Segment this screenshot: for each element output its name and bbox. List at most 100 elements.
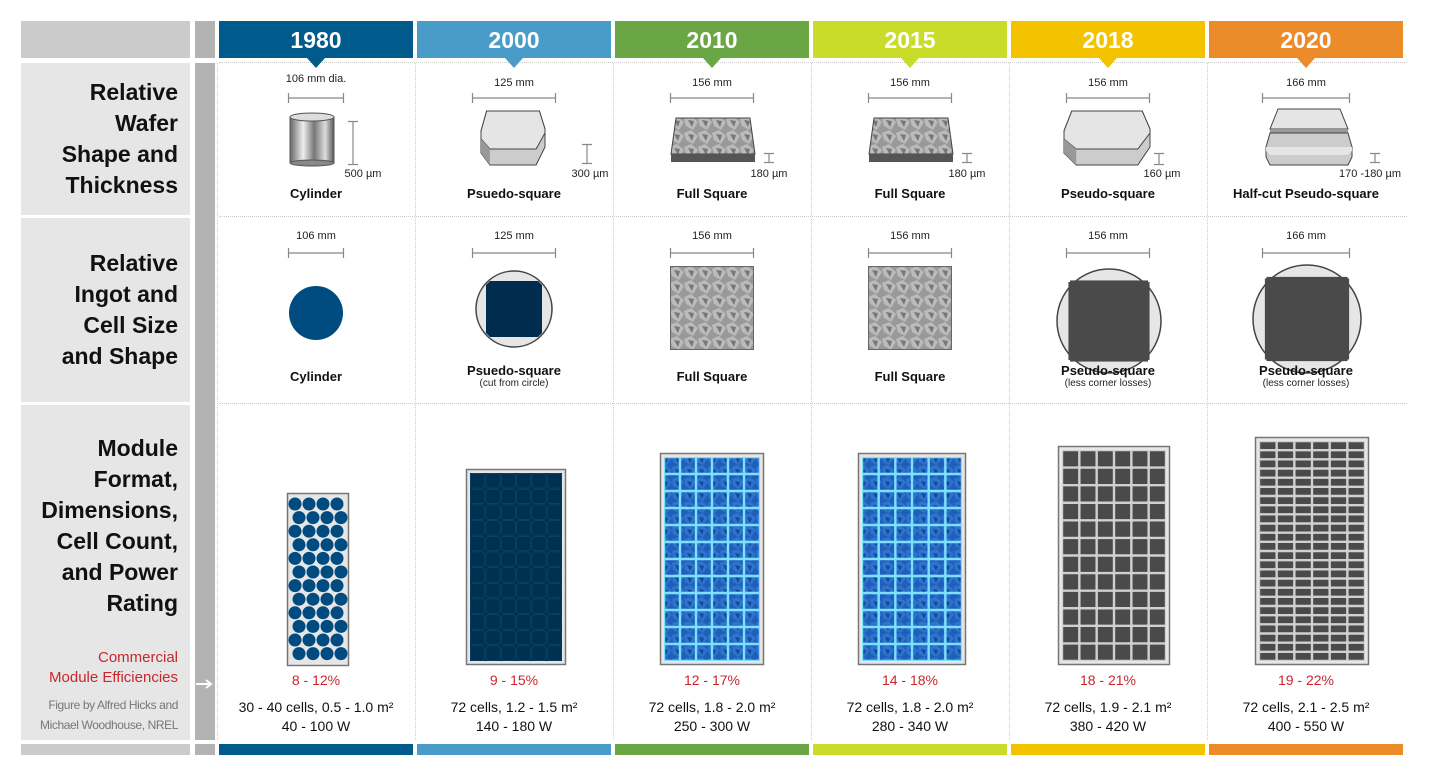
row-label-ingot: Relative Ingot and Cell Size and Shape [21, 218, 190, 402]
thickness-marker [962, 152, 972, 164]
square-cell-in-circle-icon [1252, 264, 1362, 374]
solar-module-icon [857, 452, 967, 666]
row-title-line: Relative [89, 250, 178, 276]
thickness-label: 170 -180 µm [1339, 168, 1401, 180]
efficiency-value: 19 - 22% [1277, 672, 1335, 688]
thickness-marker [1370, 152, 1380, 164]
ingot-shape-sublabel: (less corner losses) [1064, 378, 1152, 389]
module-specs: 72 cells, 1.8 - 2.0 m² 280 - 340 W [813, 698, 1007, 736]
efficiency-value: 18 - 21% [1079, 672, 1137, 688]
thickness-marker [348, 120, 358, 166]
row-title-line: Cell Size [83, 312, 178, 338]
footer-corner [21, 744, 190, 755]
solar-module-icon [286, 492, 350, 667]
ingot-shape-sublabel: (cut from circle) [479, 378, 549, 389]
ingot-shape-label: Psuedo-square [467, 363, 561, 378]
footer-strip [195, 744, 215, 755]
thickness-marker [764, 152, 774, 164]
column-divider [1009, 63, 1010, 740]
year-header-2015: 2015 [813, 21, 1007, 58]
footer-color-bar [813, 744, 1007, 755]
thickness-label: 300 µm [571, 168, 609, 180]
dimension-line [1065, 93, 1151, 103]
footer-color-bar [417, 744, 611, 755]
ingot-width-label: 166 mm [1286, 230, 1326, 242]
pseudo-square-wafer-icon [1063, 110, 1151, 166]
thickness-label: 160 µm [1143, 168, 1181, 180]
module-specs: 30 - 40 cells, 0.5 - 1.0 m² 40 - 100 W [219, 698, 413, 736]
divider [219, 403, 1407, 404]
wafer-shape-label: Half-cut Pseudo-square [1233, 186, 1379, 201]
ingot-shape-label: Full Square [676, 369, 748, 384]
efficiency-value: 9 - 15% [489, 672, 539, 688]
spec-line: 40 - 100 W [281, 718, 351, 734]
dimension-line [669, 248, 755, 258]
wafer-shape-label: Full Square [676, 186, 748, 201]
spec-line: 72 cells, 1.2 - 1.5 m² [450, 699, 578, 715]
spec-line: 72 cells, 2.1 - 2.5 m² [1242, 699, 1370, 715]
multi-square-cell-icon [670, 266, 754, 350]
efficiency-value: 12 - 17% [683, 672, 741, 688]
thickness-marker [1154, 152, 1164, 166]
year-header-2000: 2000 [417, 21, 611, 58]
row-title-line: Shape and [61, 141, 178, 167]
wafer-width-label: 106 mm dia. [285, 73, 347, 85]
spec-line: 72 cells, 1.8 - 2.0 m² [846, 699, 974, 715]
module-specs: 72 cells, 1.8 - 2.0 m² 250 - 300 W [615, 698, 809, 736]
divider [219, 62, 1407, 63]
circle-ingot-icon [289, 286, 343, 340]
row-title-module: Module Format, Dimensions, Cell Count, a… [41, 433, 178, 619]
column-divider [811, 63, 812, 740]
full-square-wafer-icon [670, 117, 756, 162]
dimension-line [287, 93, 345, 103]
thickness-marker [582, 143, 592, 165]
pointer-triangle [1099, 58, 1117, 68]
wafer-width-label: 166 mm [1286, 77, 1326, 89]
row-title-line: Ingot and [74, 281, 178, 307]
footer-color-bar [615, 744, 809, 755]
row-title-line: and Power [61, 559, 178, 585]
thickness-label: 180 µm [948, 168, 986, 180]
module-specs: 72 cells, 1.9 - 2.1 m² 380 - 420 W [1011, 698, 1205, 736]
year-header-1980: 1980 [219, 21, 413, 58]
ingot-width-label: 156 mm [890, 230, 930, 242]
header-corner [21, 21, 190, 58]
efficiency-label: Commercial Module Efficiencies [49, 648, 178, 688]
row-title-line: and Shape [61, 343, 178, 369]
square-cell-in-circle-icon [1056, 268, 1162, 374]
pattern-defs [0, 0, 1, 1]
efficiency-label-line: Commercial [97, 649, 178, 666]
ingot-width-label: 106 mm [296, 230, 336, 242]
solar-module-icon [659, 452, 765, 666]
solar-module-icon [1057, 445, 1171, 666]
wafer-width-label: 125 mm [494, 77, 534, 89]
row-title-line: Format, [93, 466, 178, 492]
module-specs: 72 cells, 2.1 - 2.5 m² 400 - 550 W [1209, 698, 1403, 736]
ingot-shape-sublabel: (less corner losses) [1262, 378, 1350, 389]
solar-module-icon [465, 468, 567, 666]
spec-line: 400 - 550 W [1267, 718, 1345, 734]
side-strip [195, 63, 215, 740]
spec-line: 380 - 420 W [1069, 718, 1147, 734]
pointer-triangle [307, 58, 325, 68]
column-divider [217, 63, 218, 740]
wafer-shape-label: Cylinder [289, 186, 342, 201]
row-label-wafer: Relative Wafer Shape and Thickness [21, 63, 190, 215]
solar-module-icon [1254, 436, 1370, 666]
wafer-shape-label: Pseudo-square [1061, 186, 1155, 201]
spec-line: 72 cells, 1.8 - 2.0 m² [648, 699, 776, 715]
ingot-shape-label: Cylinder [289, 369, 342, 384]
spec-line: 72 cells, 1.9 - 2.1 m² [1044, 699, 1172, 715]
pseudo-square-wafer-icon [480, 110, 546, 166]
ingot-width-label: 156 mm [1088, 230, 1128, 242]
efficiency-value: 14 - 18% [881, 672, 939, 688]
column-divider [415, 63, 416, 740]
pointer-triangle [703, 58, 721, 68]
spec-line: 140 - 180 W [475, 718, 553, 734]
row-title-line: Relative [89, 79, 178, 105]
dimension-line [287, 248, 345, 258]
ingot-shape-label: Pseudo-square [1259, 363, 1353, 378]
column-divider [1207, 63, 1208, 740]
row-title-wafer: Relative Wafer Shape and Thickness [62, 77, 178, 201]
thickness-label: 500 µm [344, 168, 382, 180]
